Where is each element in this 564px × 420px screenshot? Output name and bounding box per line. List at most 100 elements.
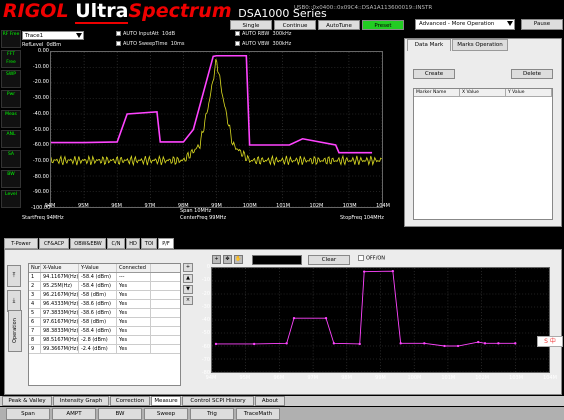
trace-select[interactable]: Trace1 (22, 31, 84, 40)
menu-bw[interactable]: BW (98, 408, 142, 420)
menu-trig[interactable]: Trig (190, 408, 234, 420)
pan-icon[interactable]: ✥ (223, 255, 232, 264)
autotune-button[interactable]: AutoTune (318, 20, 360, 30)
pf-point[interactable] (363, 270, 366, 273)
tab-toi[interactable]: TOI (141, 238, 157, 249)
sidebar-item-8[interactable]: Level (1, 190, 21, 208)
pf-point[interactable] (214, 342, 218, 346)
pf-y-tick-0: 0 (206, 264, 210, 270)
bottom-tab-0[interactable]: Peak & Valley (2, 396, 52, 406)
pf-point[interactable] (514, 342, 517, 345)
sidebar-item-0[interactable]: RF Free (1, 30, 21, 48)
menu-sweep[interactable]: Sweep (144, 408, 188, 420)
reflevel-label: RefLevel (22, 42, 44, 48)
pf-value-field[interactable] (252, 255, 302, 265)
table-row[interactable]: 5 97.3833M(Hz) -38.6 (dBm) Yes (29, 309, 180, 318)
tab-cf-acp[interactable]: CF&ACP (39, 238, 69, 249)
table-cell: -2.4 (dBm) (79, 345, 117, 353)
continue-button[interactable]: Continue (274, 20, 316, 30)
pf-point[interactable] (285, 342, 288, 345)
tab-p-f[interactable]: P/F (158, 238, 174, 249)
pf-point[interactable] (358, 342, 361, 346)
operation-button[interactable]: Operation (8, 310, 22, 352)
input-method-badge[interactable]: S 中 (537, 336, 563, 347)
tab-c-n[interactable]: C/N (107, 238, 125, 249)
sidebar-item-1[interactable]: FFT Free (1, 50, 21, 68)
auto-sweeptime-checkbox[interactable]: AUTO SweepTime 10ms (116, 41, 185, 47)
menu-ampt[interactable]: AMPT (52, 408, 96, 420)
single-button[interactable]: Single (230, 20, 272, 30)
table-row[interactable]: 4 96.4333M(Hz) -38.6 (dBm) Yes (29, 300, 180, 309)
remove-point-button[interactable]: × (183, 296, 193, 305)
bottom-tab-2[interactable]: Correction (110, 396, 150, 406)
pf-point[interactable] (252, 342, 256, 346)
table-row[interactable]: 3 96.2167M(Hz) -58 (dBm) Yes (29, 291, 180, 300)
tab-hd[interactable]: HD (126, 238, 140, 249)
sidebar-item-6[interactable]: SA (1, 150, 21, 168)
pf-point[interactable] (391, 269, 395, 273)
menu-span[interactable]: Span (6, 408, 50, 420)
pf-table[interactable]: NumX-ValueY-ValueConnected194.1167M(Hz)-… (28, 263, 181, 386)
table-row[interactable]: 6 97.6167M(Hz) -58 (dBm) Yes (29, 318, 180, 327)
x-tick-1: 95M (77, 203, 89, 209)
table-cell: Yes (117, 327, 151, 335)
table-row[interactable]: 7 98.3833M(Hz) -58.4 (dBm) Yes (29, 327, 180, 336)
sidebar-item-7[interactable]: BW (1, 170, 21, 188)
hand-icon[interactable]: ✋ (234, 255, 243, 264)
zoom-icon[interactable]: + (212, 255, 221, 264)
inputatt-value: 10dB (162, 31, 176, 37)
tab-t-power[interactable]: T-Power (4, 238, 38, 249)
auto-rbw-checkbox[interactable]: AUTO RBW 300kHz (235, 31, 291, 37)
create-button[interactable]: Create (413, 69, 455, 79)
add-point-button[interactable]: + (183, 263, 193, 272)
bottom-tab-4[interactable]: Control SCPI History (182, 396, 254, 406)
move-up-button[interactable]: ▲ (183, 274, 193, 283)
expand-down-button[interactable]: ⤓ (7, 290, 21, 312)
bottom-tab-3[interactable]: Measure (151, 396, 181, 406)
tab-marks-operation[interactable]: Marks Operation (452, 39, 508, 51)
pf-point[interactable] (332, 342, 336, 345)
move-down-button[interactable]: ▼ (183, 285, 193, 294)
sidebar-item-3[interactable]: Pwr (1, 90, 21, 108)
advanced-select[interactable]: Advanced - More Operation (415, 19, 515, 30)
pf-point[interactable] (443, 344, 446, 348)
pf-point[interactable] (477, 340, 480, 344)
pf-point[interactable] (399, 342, 402, 345)
marker-table[interactable]: Marker Name X Value Y Value (413, 88, 553, 220)
menu-tracemath[interactable]: TraceMath (236, 408, 280, 420)
table-row[interactable]: 2 95.25M(Hz) -58.4 (dBm) Yes (29, 282, 180, 291)
bottom-tab-1[interactable]: Intensity Graph (53, 396, 109, 406)
pause-button[interactable]: Pause (521, 19, 563, 30)
offon-checkbox[interactable]: OFF/ON (358, 255, 385, 262)
auto-vbw-checkbox[interactable]: AUTO VBW 300kHz (235, 41, 291, 47)
tab-data-mark[interactable]: Data Mark (407, 39, 451, 51)
x-tick-0: 94M (44, 203, 56, 209)
table-row[interactable]: 1 94.1167M(Hz) -58.4 (dBm) --- (29, 273, 180, 282)
pf-point[interactable] (483, 342, 487, 345)
pf-point[interactable] (324, 316, 328, 320)
table-row[interactable]: 9 99.3667M(Hz) -2.4 (dBm) Yes (29, 345, 180, 354)
sidebar-item-5[interactable]: ANL (1, 130, 21, 148)
table-row[interactable]: 8 98.5167M(Hz) -2.8 (dBm) Yes (29, 336, 180, 345)
spectrum-plot[interactable] (50, 51, 383, 208)
checkbox-icon (358, 255, 364, 261)
clear-button[interactable]: Clear (308, 255, 350, 265)
sidebar-item-2[interactable]: SWP (1, 70, 21, 88)
table-cell: Yes (117, 300, 151, 308)
table-cell: 2 (29, 282, 41, 290)
y-tick-0: 0.00 (37, 48, 49, 54)
delete-button[interactable]: Delete (511, 69, 553, 79)
pf-point[interactable] (423, 342, 426, 345)
preset-button[interactable]: Preset (362, 20, 404, 30)
pf-plot[interactable] (211, 267, 550, 373)
bottom-tab-5[interactable]: About (255, 396, 285, 406)
pf-point[interactable] (456, 344, 460, 348)
pf-point[interactable] (292, 316, 296, 320)
expand-up-button[interactable]: ⤒ (7, 265, 21, 287)
pf-x-tick-0: 94M (205, 375, 217, 381)
auto-inputatt-checkbox[interactable]: AUTO InputAtt 10dB (116, 31, 175, 37)
auto-vbw-label: AUTO VBW (242, 41, 270, 47)
sidebar-item-4[interactable]: Meas (1, 110, 21, 128)
pf-point[interactable] (497, 342, 500, 345)
tab-obw-ebw[interactable]: OBW&EBW (70, 238, 106, 249)
